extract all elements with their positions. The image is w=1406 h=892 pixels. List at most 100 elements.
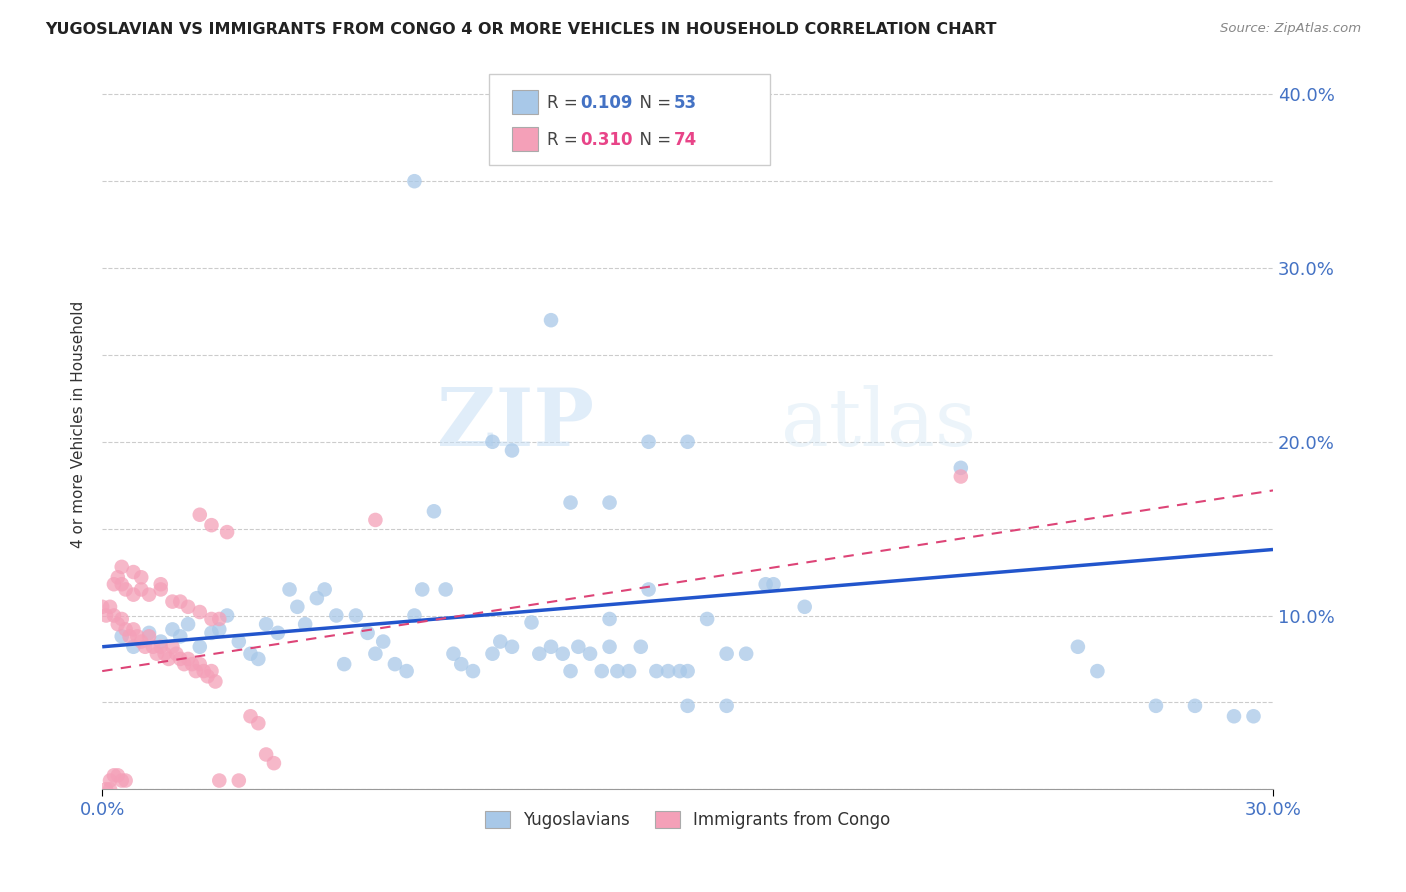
Point xyxy=(696,612,718,626)
Point xyxy=(184,664,207,678)
Point xyxy=(567,640,589,654)
Point xyxy=(188,640,211,654)
Point xyxy=(384,657,406,672)
Point xyxy=(208,773,231,788)
Point xyxy=(114,582,136,597)
Point xyxy=(630,640,652,654)
Point xyxy=(247,716,270,731)
Point xyxy=(204,674,226,689)
Point xyxy=(138,629,160,643)
Point xyxy=(114,773,136,788)
Text: 53: 53 xyxy=(673,94,697,112)
Text: YUGOSLAVIAN VS IMMIGRANTS FROM CONGO 4 OR MORE VEHICLES IN HOUSEHOLD CORRELATION: YUGOSLAVIAN VS IMMIGRANTS FROM CONGO 4 O… xyxy=(45,22,997,37)
Point xyxy=(118,629,141,643)
Point xyxy=(146,647,169,661)
Point xyxy=(103,608,125,623)
Point xyxy=(177,652,200,666)
Point xyxy=(197,669,219,683)
Point xyxy=(169,629,191,643)
Point xyxy=(217,525,239,540)
Point xyxy=(637,434,659,449)
Point xyxy=(676,434,699,449)
Point xyxy=(162,640,184,654)
Point xyxy=(1067,640,1090,654)
Point xyxy=(755,577,778,591)
Point xyxy=(129,570,152,584)
Point xyxy=(949,460,972,475)
Point xyxy=(177,599,200,614)
Point xyxy=(481,647,503,661)
Point xyxy=(599,640,621,654)
Point xyxy=(153,647,176,661)
Point xyxy=(177,617,200,632)
Point xyxy=(404,174,426,188)
Point xyxy=(606,664,628,678)
Point xyxy=(107,617,129,632)
Point xyxy=(107,570,129,584)
Point xyxy=(411,582,433,597)
Point xyxy=(540,640,562,654)
Point xyxy=(98,599,121,614)
Point xyxy=(1087,664,1109,678)
Text: atlas: atlas xyxy=(782,385,976,464)
Point xyxy=(364,513,387,527)
Point xyxy=(138,625,160,640)
Point xyxy=(129,634,152,648)
Point xyxy=(188,657,211,672)
Point xyxy=(127,629,149,643)
Point xyxy=(676,698,699,713)
Point xyxy=(481,434,503,449)
Point xyxy=(111,612,134,626)
Point xyxy=(129,582,152,597)
Point xyxy=(501,640,523,654)
Point xyxy=(228,773,250,788)
FancyBboxPatch shape xyxy=(512,90,537,113)
Point xyxy=(200,625,222,640)
Point xyxy=(103,768,125,782)
Point xyxy=(122,588,145,602)
Point xyxy=(314,582,336,597)
Point xyxy=(373,634,395,648)
Text: 0.109: 0.109 xyxy=(579,94,633,112)
Point xyxy=(529,647,551,661)
Point xyxy=(305,591,328,606)
Point xyxy=(676,664,699,678)
Point xyxy=(540,313,562,327)
Text: R =: R = xyxy=(547,131,583,149)
Point xyxy=(364,647,387,661)
Point xyxy=(111,577,134,591)
Point xyxy=(716,647,738,661)
Point xyxy=(122,623,145,637)
Point xyxy=(208,623,231,637)
Point xyxy=(103,577,125,591)
Point xyxy=(134,640,156,654)
Point xyxy=(247,652,270,666)
Point xyxy=(617,664,640,678)
Point xyxy=(149,634,172,648)
Point xyxy=(91,599,114,614)
Point xyxy=(551,647,574,661)
Point xyxy=(1184,698,1206,713)
Point xyxy=(949,469,972,483)
Point xyxy=(107,768,129,782)
Point xyxy=(599,612,621,626)
Point xyxy=(228,634,250,648)
Point xyxy=(169,594,191,608)
Point xyxy=(149,577,172,591)
Point xyxy=(254,617,277,632)
Point xyxy=(762,577,785,591)
Point xyxy=(162,623,184,637)
Point xyxy=(344,608,367,623)
Point xyxy=(489,634,512,648)
Point xyxy=(637,582,659,597)
Point xyxy=(395,664,418,678)
Point xyxy=(217,608,239,623)
FancyBboxPatch shape xyxy=(512,128,537,151)
Y-axis label: 4 or more Vehicles in Household: 4 or more Vehicles in Household xyxy=(72,301,86,548)
Point xyxy=(122,640,145,654)
Point xyxy=(173,657,195,672)
Text: 74: 74 xyxy=(673,131,697,149)
Point xyxy=(501,443,523,458)
Point xyxy=(669,664,692,678)
Point xyxy=(450,657,472,672)
